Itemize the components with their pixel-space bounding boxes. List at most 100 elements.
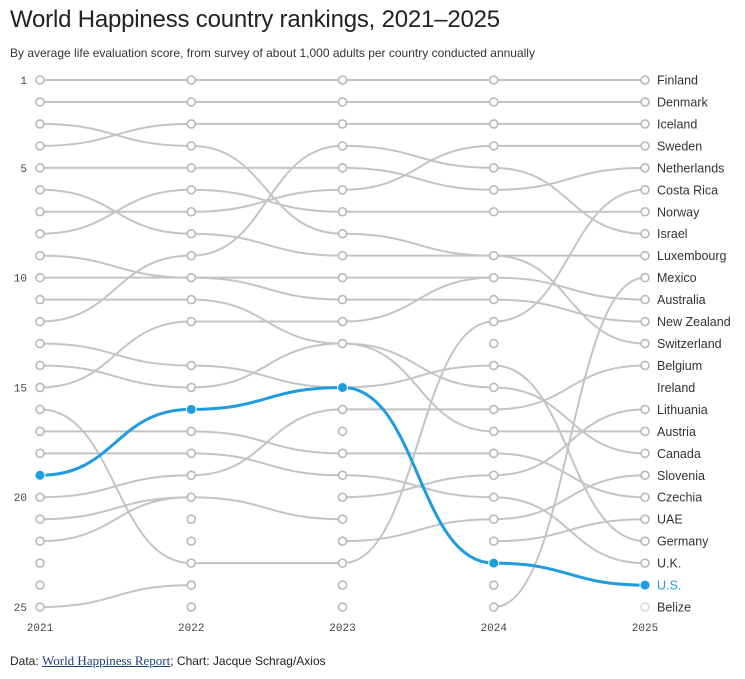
marker-luxembourg	[488, 250, 499, 261]
marker-norway	[35, 228, 45, 239]
marker-iceland	[488, 119, 499, 129]
series-line-canada	[493, 386, 646, 455]
marker-czechia	[640, 492, 650, 503]
rank-tick-label: 1	[20, 76, 27, 88]
country-label-new-zealand: New Zealand	[657, 315, 731, 329]
marker-luxembourg	[186, 228, 197, 239]
series-line-austria	[342, 342, 494, 433]
series-line-australia	[493, 276, 646, 301]
marker-czechia	[186, 426, 197, 437]
year-tick-label: 2023	[329, 623, 355, 635]
rank-tick-label: 20	[14, 493, 27, 505]
marker-empty	[337, 602, 348, 612]
marker-u-k	[186, 448, 197, 459]
marker-switzerland	[640, 338, 650, 349]
series-line-switzerland	[39, 122, 192, 147]
marker-israel	[186, 250, 197, 261]
marker-czechia	[35, 426, 45, 437]
country-label-u-k: U.K.	[657, 557, 681, 571]
year-tick-label: 2025	[632, 623, 658, 635]
marker-norway	[337, 206, 348, 217]
marker-slovenia	[337, 536, 348, 546]
footer-credit: ; Chart: Jacque Schrag/Axios	[170, 654, 326, 668]
series-line-luxembourg	[191, 232, 343, 257]
marker-austria	[337, 338, 348, 349]
marker-austria	[488, 426, 499, 437]
source-link[interactable]: World Happiness Report	[42, 653, 171, 668]
series-line-sweden	[342, 144, 494, 191]
series-lines	[39, 78, 646, 609]
marker-belgium	[488, 404, 499, 415]
marker-belgium	[337, 404, 348, 415]
marker-empty	[488, 580, 499, 590]
country-label-ireland: Ireland	[657, 381, 695, 395]
country-label-israel: Israel	[657, 227, 688, 241]
marker-ireland	[35, 382, 45, 393]
country-label-austria: Austria	[657, 425, 696, 439]
rank-tick-label: 25	[14, 603, 27, 615]
series-line-segment	[493, 518, 646, 543]
marker-slovenia	[488, 514, 499, 525]
marker-lithuania	[337, 492, 348, 503]
marker-ireland	[337, 316, 348, 327]
series-markers	[35, 75, 650, 612]
rank-tick-label: 5	[20, 164, 27, 176]
country-label-sweden: Sweden	[657, 139, 702, 153]
series-line-uae	[191, 496, 343, 521]
highlight-line-u-s	[493, 561, 646, 587]
marker-u-k	[640, 558, 650, 568]
highlight-line-u-s	[191, 385, 343, 411]
marker-norway	[640, 206, 650, 217]
country-label-iceland: Iceland	[657, 117, 697, 131]
highlight-line-u-s	[39, 407, 192, 477]
rank-tick-label: 15	[14, 383, 27, 395]
marker-empty	[337, 580, 348, 590]
marker-israel	[640, 228, 650, 239]
highlight-line-u-s	[342, 385, 494, 565]
marker-empty	[186, 514, 197, 525]
country-label-denmark: Denmark	[657, 95, 708, 109]
series-line-ireland	[342, 276, 494, 323]
series-line-belgium	[493, 364, 646, 411]
marker-iceland	[35, 141, 45, 151]
country-label-belize: Belize	[657, 601, 691, 615]
series-line-israel	[342, 144, 494, 169]
marker-denmark	[488, 97, 499, 107]
marker-empty	[488, 536, 499, 546]
marker-empty	[337, 426, 348, 437]
marker-austria	[186, 294, 197, 305]
marker-iceland	[640, 119, 650, 129]
series-line-germany	[493, 364, 646, 543]
marker-australia	[337, 272, 348, 283]
series-line-luxembourg	[39, 188, 192, 235]
series-line-canada	[39, 364, 192, 389]
marker-u-k	[337, 470, 348, 481]
marker-iceland	[337, 119, 348, 129]
series-line-u-k	[191, 452, 343, 477]
marker-luxembourg	[640, 250, 650, 261]
series-line-netherlands	[493, 166, 646, 191]
marker-costa-rica	[488, 316, 499, 327]
country-label-uae: UAE	[657, 513, 683, 527]
marker-uae	[35, 536, 45, 546]
highlight-marker-u-s	[34, 469, 46, 481]
marker-empty	[186, 602, 197, 612]
series-line-new-zealand	[493, 298, 646, 323]
marker-sweden	[35, 206, 45, 217]
series-line-new-zealand	[191, 276, 343, 301]
marker-czechia	[337, 448, 348, 459]
marker-empty	[186, 580, 197, 590]
year-tick-label: 2024	[481, 623, 508, 635]
chart-subtitle: By average life evaluation score, from s…	[10, 46, 535, 60]
marker-costa-rica	[35, 404, 45, 415]
marker-new-zealand	[488, 294, 499, 305]
marker-germany	[640, 536, 650, 546]
marker-belgium	[35, 492, 45, 503]
country-label-lithuania: Lithuania	[657, 403, 708, 417]
series-line-israel	[191, 144, 343, 257]
marker-netherlands	[337, 163, 348, 173]
marker-canada	[186, 382, 197, 393]
marker-empty	[186, 536, 197, 546]
marker-new-zealand	[35, 250, 45, 261]
